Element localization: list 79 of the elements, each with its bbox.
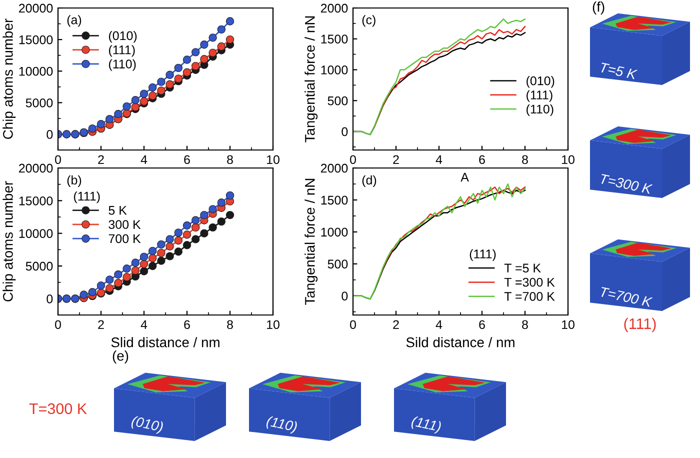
y-axis-title: Chip atoms number: [2, 18, 16, 139]
legend-label: T =5 K: [504, 264, 541, 273]
legend-label: (010): [526, 76, 554, 88]
x-tick-label: 8: [227, 155, 233, 164]
y-tick-label: 20000: [19, 4, 53, 13]
y-tick-label: 15000: [19, 35, 53, 44]
x-tick-label: 0: [55, 155, 61, 164]
y-tick-label: 15000: [19, 196, 53, 206]
text: (f): [592, 2, 604, 14]
x-tick-label: 10: [562, 155, 574, 164]
legend-label: 5 K: [108, 206, 127, 215]
x-tick-label: 4: [436, 155, 442, 164]
legend-label: (010): [108, 30, 137, 43]
text: T=300 K: [600, 174, 653, 194]
y-tick-label: 0: [46, 294, 53, 304]
legend-label: (110): [108, 59, 136, 71]
x-tick-label: 10: [267, 155, 280, 164]
y-tick-label: 1500: [321, 34, 348, 44]
y-tick-label: 500: [328, 96, 348, 106]
x-tick-label: 0: [55, 320, 61, 330]
legend-title: (111): [74, 191, 100, 204]
x-tick-label: 2: [98, 155, 104, 164]
text: (111): [624, 318, 656, 332]
legend-label: (111): [108, 45, 135, 57]
y-tick-label: 1000: [321, 66, 348, 74]
x-tick-label: 8: [227, 320, 233, 330]
x-tick-label: 2: [393, 155, 399, 164]
legend-label: T =700 K: [504, 292, 555, 301]
text: T=700 K: [600, 286, 653, 308]
text: T=5 K: [600, 62, 638, 80]
x-tick-label: 6: [479, 320, 485, 330]
legend-label: 300 K: [108, 220, 141, 229]
y-tick-label: 20000: [19, 164, 53, 173]
y-tick-label: 2000: [320, 4, 348, 13]
x-tick-label: 8: [522, 155, 528, 164]
y-tick-label: 0: [46, 130, 53, 139]
y-axis-title: Tangential force / nN: [304, 178, 318, 305]
legend-label: (110): [526, 104, 554, 116]
text: (110): [266, 416, 298, 434]
y-tick-label: 0: [342, 127, 348, 136]
x-tick-label: 10: [267, 320, 280, 330]
text: (e): [112, 350, 128, 364]
y-tick-label: 5000: [26, 262, 53, 271]
legend-label: 700 K: [108, 234, 141, 244]
x-tick-label: 4: [436, 320, 442, 329]
y-tick-label: 1000: [321, 228, 348, 237]
x-tick-label: 4: [140, 155, 148, 164]
x-axis-title: Sild distance / nm: [406, 337, 514, 348]
x-tick-label: 2: [98, 320, 104, 329]
x-tick-label: 0: [350, 320, 356, 330]
x-tick-label: 6: [184, 320, 190, 330]
annotation: (b): [67, 175, 82, 187]
x-tick-label: 0: [350, 155, 356, 164]
x-tick-label: 4: [140, 320, 148, 329]
y-tick-label: 0: [342, 292, 348, 300]
y-axis-title: Tangential force / nN: [304, 16, 318, 142]
x-tick-label: 10: [562, 320, 574, 330]
y-tick-label: 10000: [19, 229, 53, 238]
y-tick-label: 500: [328, 260, 348, 269]
legend-label: (111): [526, 90, 552, 102]
annotation: (d): [362, 175, 376, 187]
annotation: (a): [67, 15, 82, 27]
y-axis-title: Chip atoms number: [2, 181, 16, 302]
y-tick-label: 5000: [26, 98, 53, 108]
text: (111): [410, 416, 442, 434]
legend-title: (111): [470, 249, 496, 261]
annotation: (c): [362, 15, 376, 27]
x-axis-title: Slid distance / nm: [111, 337, 220, 348]
x-tick-label: 6: [184, 155, 190, 164]
y-tick-label: 2000: [320, 164, 348, 173]
y-tick-label: 10000: [19, 66, 53, 76]
x-tick-label: 2: [393, 320, 399, 329]
x-tick-label: 8: [522, 320, 528, 330]
x-tick-label: 6: [479, 155, 485, 164]
legend-label: T =300 K: [504, 278, 555, 287]
text: T=300 K: [29, 403, 87, 414]
y-tick-label: 1500: [321, 196, 348, 205]
annotation: A: [460, 172, 469, 182]
text: (010): [130, 415, 164, 435]
